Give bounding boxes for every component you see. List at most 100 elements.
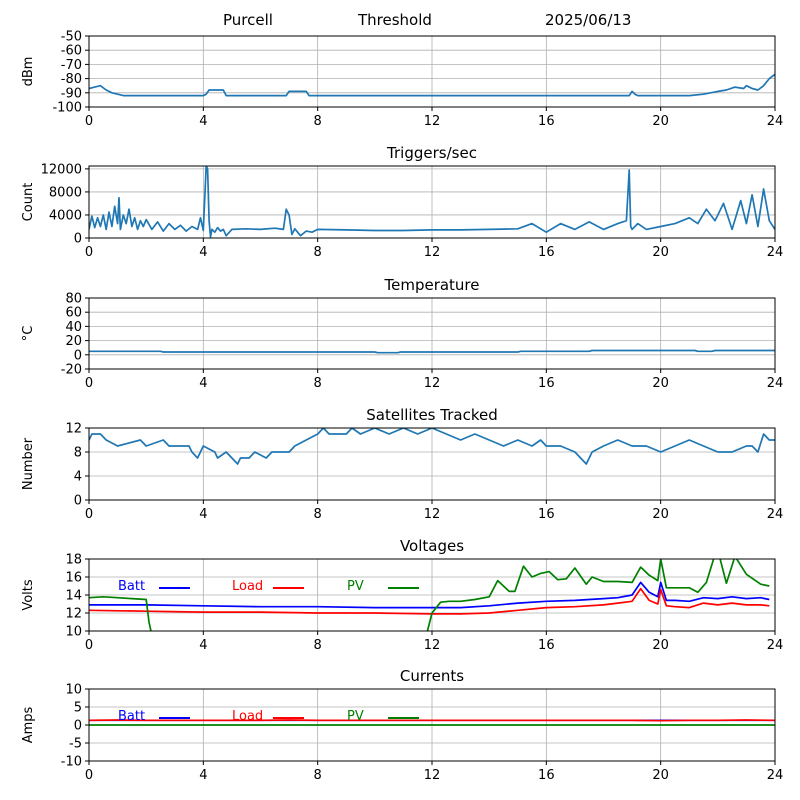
chart-4-x-tick-label: 20 — [652, 507, 669, 522]
chart-5-x-tick-label: 24 — [767, 638, 784, 653]
chart-6-load-line — [89, 719, 775, 722]
chart-5-batt-line — [89, 581, 770, 609]
chart-1-y-tick-label: -90 — [61, 86, 82, 101]
chart-3-x-tick-label: 12 — [424, 376, 441, 391]
chart-3-title: Temperature — [383, 276, 479, 294]
chart-4-x-tick-label: 4 — [199, 507, 207, 522]
chart-1-x-tick-label: 16 — [538, 114, 555, 129]
chart-1-x-tick-label: 24 — [767, 114, 784, 129]
chart-4-x-tick-label: 24 — [767, 507, 784, 522]
chart-6-y-tick-label: -10 — [61, 755, 82, 770]
chart-5-pv-line — [89, 559, 770, 631]
chart-2-x-tick-label: 4 — [199, 245, 207, 260]
chart-2-x-tick-label: 12 — [424, 245, 441, 260]
chart-1-y-axis-label: dBm — [21, 57, 36, 87]
chart-5-title: Voltages — [400, 537, 464, 555]
chart-2-series-line — [89, 166, 775, 238]
chart-2-title: Triggers/sec — [386, 144, 477, 162]
chart-5-x-tick-label: 12 — [424, 638, 441, 653]
chart-3-y-axis-label: °C — [21, 326, 36, 342]
chart-6-x-tick-label: 8 — [314, 768, 322, 783]
chart-1-x-tick-label: 0 — [85, 114, 93, 129]
chart-4-x-tick-label: 12 — [424, 507, 441, 522]
chart-6-x-tick-label: 12 — [424, 768, 441, 783]
chart-4-y-axis-label: Number — [21, 437, 36, 490]
chart-5-x-tick-label: 20 — [652, 638, 669, 653]
chart-4-series-line — [89, 428, 775, 465]
chart-5-y-tick-label: 10 — [65, 625, 82, 640]
chart-2-x-tick-label: 8 — [314, 245, 322, 260]
chart-4-x-tick-label: 8 — [314, 507, 322, 522]
chart-2-y-tick-label: 12000 — [41, 162, 82, 177]
chart-6-x-tick-label: 24 — [767, 768, 784, 783]
chart-5-y-tick-label: 12 — [65, 607, 82, 622]
chart-3-y-tick-label: 60 — [65, 306, 82, 321]
chart-1-x-tick-label: 12 — [424, 114, 441, 129]
chart-2-y-tick-label: 0 — [74, 232, 82, 247]
chart-3-y-tick-label: 40 — [65, 320, 82, 335]
chart-6-y-tick-label: 10 — [65, 683, 82, 698]
chart-4-y-tick-label: 0 — [74, 494, 82, 509]
chart-6-title: Currents — [400, 667, 464, 685]
chart-3-x-tick-label: 16 — [538, 376, 555, 391]
chart-3-y-tick-label: 80 — [65, 292, 82, 307]
chart-6-x-tick-label: 16 — [538, 768, 555, 783]
chart-1-x-tick-label: 4 — [199, 114, 207, 129]
chart-3-y-tick-label: 20 — [65, 334, 82, 349]
chart-5-y-tick-label: 14 — [65, 589, 82, 604]
chart-1-y-tick-label: -50 — [61, 30, 82, 45]
chart-4-y-tick-label: 8 — [74, 446, 82, 461]
chart-5-x-tick-label: 16 — [538, 638, 555, 653]
chart-5-legend-load-label: Load — [232, 579, 263, 594]
chart-2-x-tick-label: 20 — [652, 245, 669, 260]
chart-5-legend-pv-label: PV — [347, 579, 364, 594]
header-date: 2025/06/13 — [545, 11, 632, 29]
chart-6-y-axis-label: Amps — [21, 706, 36, 743]
chart-1-y-tick-label: -70 — [61, 58, 82, 73]
chart-1-series-line — [89, 73, 775, 97]
chart-4-x-tick-label: 0 — [85, 507, 93, 522]
header-mode: Threshold — [358, 11, 432, 29]
chart-3-y-tick-label: 0 — [74, 348, 82, 363]
chart-3-x-tick-label: 8 — [314, 376, 322, 391]
chart-1-x-tick-label: 20 — [652, 114, 669, 129]
chart-4-x-tick-label: 16 — [538, 507, 555, 522]
chart-3-x-tick-label: 20 — [652, 376, 669, 391]
chart-2-y-tick-label: 8000 — [49, 185, 82, 200]
chart-2-x-tick-label: 0 — [85, 245, 93, 260]
chart-1-y-tick-label: -80 — [61, 72, 82, 87]
chart-2-x-tick-label: 16 — [538, 245, 555, 260]
chart-6-y-tick-label: 0 — [74, 719, 82, 734]
chart-6-legend-pv-label: PV — [347, 709, 364, 724]
chart-4-y-tick-label: 4 — [74, 470, 82, 485]
chart-1-x-tick-label: 8 — [314, 114, 322, 129]
chart-6-x-tick-label: 20 — [652, 768, 669, 783]
chart-2-y-axis-label: Count — [21, 183, 36, 222]
chart-4-y-tick-label: 12 — [65, 422, 82, 437]
chart-2-y-tick-label: 4000 — [49, 208, 82, 223]
chart-5-y-tick-label: 16 — [65, 571, 82, 586]
chart-1-y-tick-label: -60 — [61, 44, 82, 59]
chart-5-y-tick-label: 18 — [65, 553, 82, 568]
chart-4-title: Satellites Tracked — [366, 406, 497, 424]
chart-3-x-tick-label: 4 — [199, 376, 207, 391]
chart-5-y-axis-label: Volts — [21, 579, 36, 611]
chart-1-y-tick-label: -100 — [52, 101, 82, 116]
chart-6-legend-batt-label: Batt — [118, 709, 145, 724]
chart-3-y-tick-label: -20 — [61, 363, 82, 378]
chart-6-y-tick-label: 5 — [74, 701, 82, 716]
chart-3-x-tick-label: 0 — [85, 376, 93, 391]
chart-3-series-line — [89, 349, 775, 354]
header-site: Purcell — [223, 11, 273, 29]
chart-6-legend-load-label: Load — [232, 709, 263, 724]
chart-5-legend-batt-label: Batt — [118, 579, 145, 594]
chart-5-x-tick-label: 8 — [314, 638, 322, 653]
chart-5-x-tick-label: 0 — [85, 638, 93, 653]
chart-6-x-tick-label: 4 — [199, 768, 207, 783]
chart-6-y-tick-label: -5 — [69, 737, 82, 752]
chart-5-load-line — [89, 587, 770, 615]
chart-6-x-tick-label: 0 — [85, 768, 93, 783]
chart-3-x-tick-label: 24 — [767, 376, 784, 391]
chart-2-x-tick-label: 24 — [767, 245, 784, 260]
